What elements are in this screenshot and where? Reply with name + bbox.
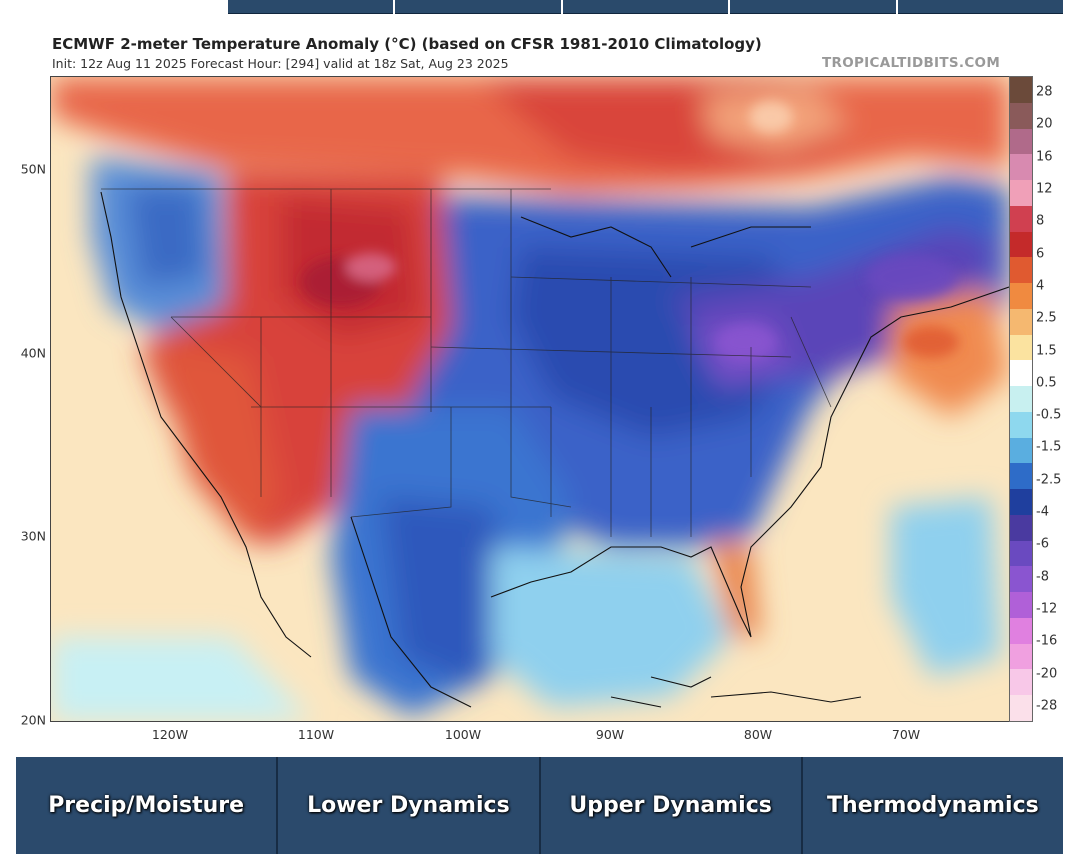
precip-moisture-button[interactable]: Precip/Moisture bbox=[16, 757, 279, 854]
colorbar-swatch bbox=[1010, 463, 1032, 490]
colorbar-swatch bbox=[1010, 180, 1032, 207]
top-tab[interactable] bbox=[730, 0, 896, 14]
lon-label: 80W bbox=[743, 727, 773, 742]
precip-moisture-label: Precip/Moisture bbox=[48, 793, 245, 818]
colorbar-label: -16 bbox=[1036, 633, 1058, 649]
map-title: ECMWF 2-meter Temperature Anomaly (°C) (… bbox=[52, 35, 762, 53]
lon-label: 110W bbox=[297, 727, 335, 742]
lat-label: 50N bbox=[20, 161, 46, 177]
colorbar-label: -12 bbox=[1036, 601, 1058, 617]
top-tab[interactable] bbox=[395, 0, 561, 14]
lower-dynamics-label: Lower Dynamics bbox=[307, 793, 510, 818]
colorbar-swatch bbox=[1010, 102, 1032, 129]
colorbar-swatch bbox=[1010, 643, 1032, 670]
colorbar-swatch bbox=[1010, 566, 1032, 593]
colorbar-swatch bbox=[1010, 308, 1032, 336]
upper-dynamics-label: Upper Dynamics bbox=[569, 793, 772, 818]
lon-label: 90W bbox=[595, 727, 625, 742]
colorbar-swatch bbox=[1010, 489, 1032, 516]
lon-label: 100W bbox=[444, 727, 482, 742]
colorbar-label: 6 bbox=[1036, 246, 1045, 262]
top-tab-strip bbox=[228, 0, 1064, 14]
colorbar-label: 28 bbox=[1036, 84, 1053, 100]
colorbar-swatch bbox=[1010, 360, 1032, 387]
anomaly-map bbox=[50, 76, 1010, 722]
colorbar-label: 0.5 bbox=[1036, 375, 1057, 391]
lon-label: 70W bbox=[891, 727, 921, 742]
colorbar-swatch bbox=[1010, 386, 1032, 413]
lat-label: 40N bbox=[20, 345, 46, 361]
colorbar-swatch bbox=[1010, 437, 1032, 464]
colorbar-swatch bbox=[1010, 205, 1032, 233]
colorbar-swatch bbox=[1010, 77, 1032, 104]
map-image bbox=[51, 77, 1009, 721]
thermodynamics-button[interactable]: Thermodynamics bbox=[802, 757, 1063, 854]
colorbar-swatch bbox=[1010, 617, 1032, 645]
lon-label: 120W bbox=[151, 727, 189, 742]
top-tab[interactable] bbox=[562, 0, 729, 14]
colorbar-label: -2.5 bbox=[1036, 472, 1062, 488]
colorbar-swatch bbox=[1010, 283, 1032, 310]
colorbar-label: -6 bbox=[1036, 536, 1049, 552]
top-tab[interactable] bbox=[897, 0, 1064, 14]
upper-dynamics-button[interactable]: Upper Dynamics bbox=[540, 757, 803, 854]
colorbar-swatch bbox=[1010, 540, 1032, 567]
top-tab[interactable] bbox=[228, 0, 394, 14]
watermark: TROPICALTIDBITS.COM bbox=[822, 55, 1001, 71]
colorbar-swatch bbox=[1010, 334, 1032, 361]
colorbar-label: 16 bbox=[1036, 149, 1053, 165]
lat-label: 30N bbox=[20, 528, 46, 544]
lat-label: 20N bbox=[20, 712, 46, 728]
colorbar-label: -4 bbox=[1036, 504, 1049, 520]
category-nav: Precip/Moisture Lower Dynamics Upper Dyn… bbox=[16, 757, 1063, 854]
colorbar-label: -20 bbox=[1036, 666, 1058, 682]
colorbar-label: 20 bbox=[1036, 116, 1053, 132]
colorbar-swatch bbox=[1010, 231, 1032, 258]
colorbar-swatch bbox=[1010, 128, 1032, 155]
colorbar-swatch bbox=[1010, 257, 1032, 284]
colorbar-label: -8 bbox=[1036, 569, 1049, 585]
thermodynamics-label: Thermodynamics bbox=[827, 793, 1039, 818]
colorbar bbox=[1009, 76, 1033, 722]
colorbar-label: 2.5 bbox=[1036, 310, 1057, 326]
colorbar-label: 4 bbox=[1036, 278, 1045, 294]
colorbar-label: 1.5 bbox=[1036, 343, 1057, 359]
colorbar-label: -0.5 bbox=[1036, 407, 1062, 423]
colorbar-label: 8 bbox=[1036, 213, 1045, 229]
colorbar-swatch bbox=[1010, 695, 1032, 721]
colorbar-label: -28 bbox=[1036, 698, 1058, 714]
colorbar-swatch bbox=[1010, 514, 1032, 542]
colorbar-label: -1.5 bbox=[1036, 439, 1062, 455]
lower-dynamics-button[interactable]: Lower Dynamics bbox=[278, 757, 541, 854]
colorbar-swatch bbox=[1010, 411, 1032, 439]
colorbar-swatch bbox=[1010, 669, 1032, 696]
map-subtitle: Init: 12z Aug 11 2025 Forecast Hour: [29… bbox=[52, 56, 509, 71]
colorbar-swatch bbox=[1010, 592, 1032, 619]
colorbar-label: 12 bbox=[1036, 181, 1053, 197]
colorbar-swatch bbox=[1010, 154, 1032, 181]
